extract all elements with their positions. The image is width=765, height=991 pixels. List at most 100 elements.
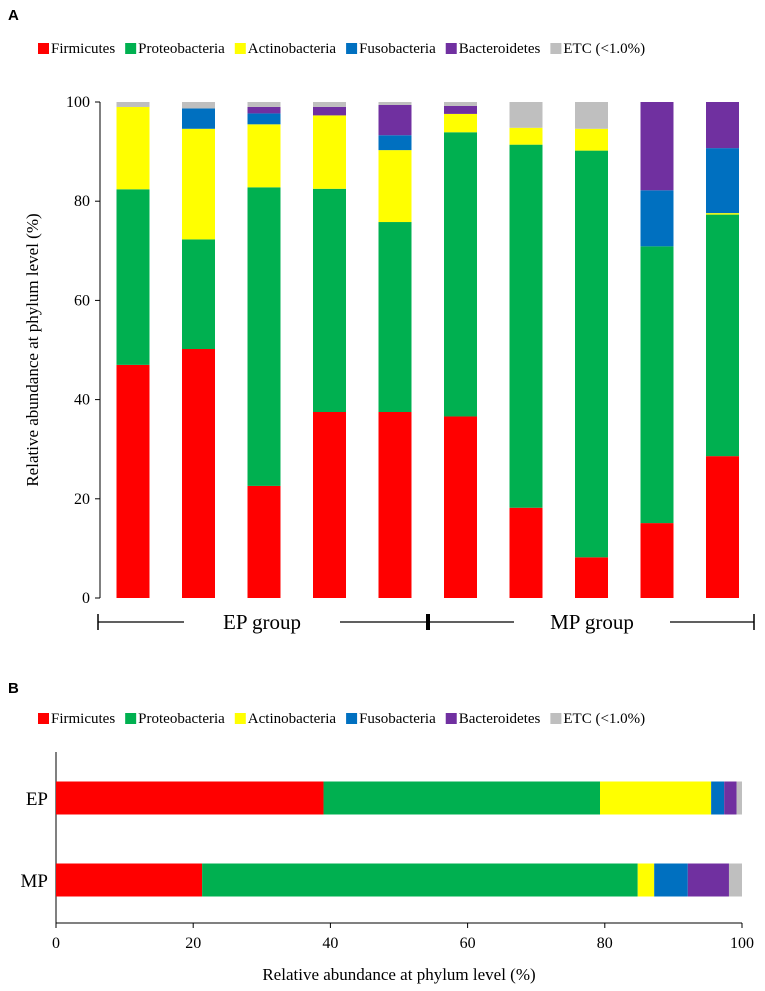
panel-a-bar-segment-mp2-actinobacteria [509,127,543,145]
panel-a-legend-swatch-proteobacteria [125,43,137,54]
panel-a-bar-segment-mp5-fusobacteria [706,148,739,214]
panel-a-bar-segment-ep1-actinobacteria [116,106,150,190]
panel-b-bars: EP MP [21,781,742,897]
panel-a-bar-segment-ep4-etc-1-0 [313,102,346,107]
panel-a-y-tick-label: 60 [74,292,90,309]
panel-b-legend-swatch-firmicutes [38,713,49,724]
panel-a-bar-segment-mp4-fusobacteria [640,190,674,247]
panel-a-bar-segment-mp3-proteobacteria [575,150,608,558]
panel-a-bar-segment-ep3-bacteroidetes [247,106,281,114]
panel-a-bar-segment-mp2-etc-1-0 [509,102,543,128]
panel-a-bar-segment-ep5-bacteroidetes [378,104,412,136]
panel-a-bar-segment-ep2-proteobacteria [182,239,215,350]
panel-a-bar-segment-mp3-actinobacteria [575,128,608,151]
panel-a-bar-mp2 [509,102,543,598]
panel-a-bar-segment-ep4-bacteroidetes [313,106,346,116]
panel-a-bar-segment-ep3-fusobacteria [247,113,281,125]
panel-b-legend-label-etc-1-0: ETC (<1.0%) [563,711,645,727]
panel-a-legend-label-firmicutes: Firmicutes [51,41,115,57]
panel-b-x-tick-label: 40 [322,935,338,952]
panel-a-bar-segment-ep2-etc-1-0 [182,102,215,109]
panel-b-bar-segment-ep-bacteroidetes [724,781,737,815]
panel-b-legend-swatch-bacteroidetes [445,713,457,724]
panel-a-y-ticks: 0 20 40 60 80 100 [66,94,100,607]
panel-b-legend-label-bacteroidetes: Bacteroidetes [459,711,541,727]
panel-b-legend-swatch-proteobacteria [125,713,137,724]
panel-a-bar-segment-ep3-actinobacteria [247,124,281,188]
panel-a-bar-segment-mp1-actinobacteria [444,113,477,133]
panel-a-bar-segment-ep2-actinobacteria [182,128,215,240]
panel-a-y-tick-label: 100 [66,94,90,111]
panel-a-legend-label-proteobacteria: Proteobacteria [138,41,225,57]
panel-b-bar-segment-ep-fusobacteria [711,781,725,815]
panel-a-bar-segment-mp2-proteobacteria [509,144,543,508]
panel-b-legend-swatch-actinobacteria [234,713,246,724]
panel-a-bar-segment-mp1-etc-1-0 [444,102,477,106]
panel-a-bar-ep5 [378,102,412,598]
panel-b-bar-mp: MP [21,863,742,897]
panel-b-bar-segment-mp-firmicutes [56,863,203,897]
panel-b-legend-label-fusobacteria: Fusobacteria [359,711,436,727]
panel-b-x-ticks: 0 20 40 60 80 100 [52,923,754,952]
panel-b-bar-segment-ep-proteobacteria [323,781,600,815]
panel-b-category-label-mp: MP [21,871,48,892]
panel-a-bar-segment-mp1-proteobacteria [444,132,477,417]
panel-a-bar-segment-ep3-etc-1-0 [247,102,281,107]
panel-b-legend-label-actinobacteria: Actinobacteria [248,711,337,727]
panel-b-bar-segment-mp-actinobacteria [637,863,655,897]
panel-a-bars [116,102,739,598]
panel-a-bar-segment-mp5-bacteroidetes [706,102,739,149]
panel-a: A Firmicutes Proteobacteria Actinobacteria… [8,7,755,634]
panel-a-bar-segment-ep3-firmicutes [247,485,281,598]
panel-b-legend-label-firmicutes: Firmicutes [51,711,115,727]
panel-a-legend-swatch-fusobacteria [346,43,358,54]
panel-a-bar-segment-mp4-bacteroidetes [640,102,674,191]
panel-a-legend-label-fusobacteria: Fusobacteria [359,41,436,57]
panel-a-bar-mp5 [706,102,739,598]
panel-a-bar-segment-ep2-firmicutes [182,349,215,598]
panel-b-legend-label-proteobacteria: Proteobacteria [138,711,225,727]
panel-a-bar-segment-ep5-proteobacteria [378,222,412,412]
panel-a-legend-swatch-etc-1-0 [550,43,562,54]
panel-b-bar-segment-ep-firmicutes [56,781,324,815]
panel-a-bar-ep2 [182,102,215,598]
panel-b-label: B [8,680,19,697]
panel-a-bar-mp4 [640,102,674,598]
panel-b: B Firmicutes Proteobacteria Actinobacteria… [8,680,754,984]
panel-b-legend: Firmicutes Proteobacteria Actinobacteria Fu… [38,711,645,727]
panel-a-bar-segment-ep1-proteobacteria [116,189,150,365]
panel-a-y-tick-label: 0 [82,590,90,607]
panel-a-bar-segment-ep5-fusobacteria [378,135,412,151]
panel-b-legend-swatch-fusobacteria [346,713,358,724]
panel-a-bar-segment-mp4-proteobacteria [640,246,674,524]
panel-a-bar-ep1 [116,102,150,598]
panel-a-legend-swatch-firmicutes [38,43,49,54]
panel-a-bar-segment-ep5-etc-1-0 [378,102,412,105]
panel-b-bar-ep: EP [26,781,742,815]
panel-a-bar-segment-ep1-firmicutes [116,364,150,598]
panel-a-bar-segment-mp5-actinobacteria [706,213,739,215]
panel-b-x-tick-label: 0 [52,935,60,952]
panel-b-bar-segment-ep-etc-1-0 [736,781,742,815]
panel-a-bar-segment-mp3-firmicutes [575,557,608,598]
panel-a-bar-segment-ep2-fusobacteria [182,108,215,129]
panel-a-legend-label-etc-1-0: ETC (<1.0%) [563,41,645,57]
panel-a-y-tick-label: 40 [74,392,90,409]
panel-b-category-label-ep: EP [26,789,48,810]
panel-a-bar-segment-ep4-proteobacteria [313,188,346,412]
panel-b-legend-swatch-etc-1-0 [550,713,562,724]
panel-a-bar-segment-mp2-firmicutes [509,507,543,598]
panel-a-bar-ep4 [313,102,346,598]
panel-a-bar-segment-ep1-etc-1-0 [116,102,150,107]
panel-b-x-tick-label: 80 [597,935,613,952]
panel-a-bar-segment-ep5-actinobacteria [378,150,412,223]
panel-b-x-tick-label: 20 [185,935,201,952]
panel-a-bar-mp1 [444,102,477,598]
panel-a-bar-segment-ep4-firmicutes [313,412,346,598]
panel-a-y-axis-title: Relative abundance at phylum level (%) [23,213,42,486]
panel-a-bar-segment-mp1-firmicutes [444,416,477,598]
panel-a-bar-segment-mp5-firmicutes [706,456,739,598]
panel-b-bar-segment-mp-proteobacteria [202,863,638,897]
panel-a-bar-segment-mp5-proteobacteria [706,214,739,457]
